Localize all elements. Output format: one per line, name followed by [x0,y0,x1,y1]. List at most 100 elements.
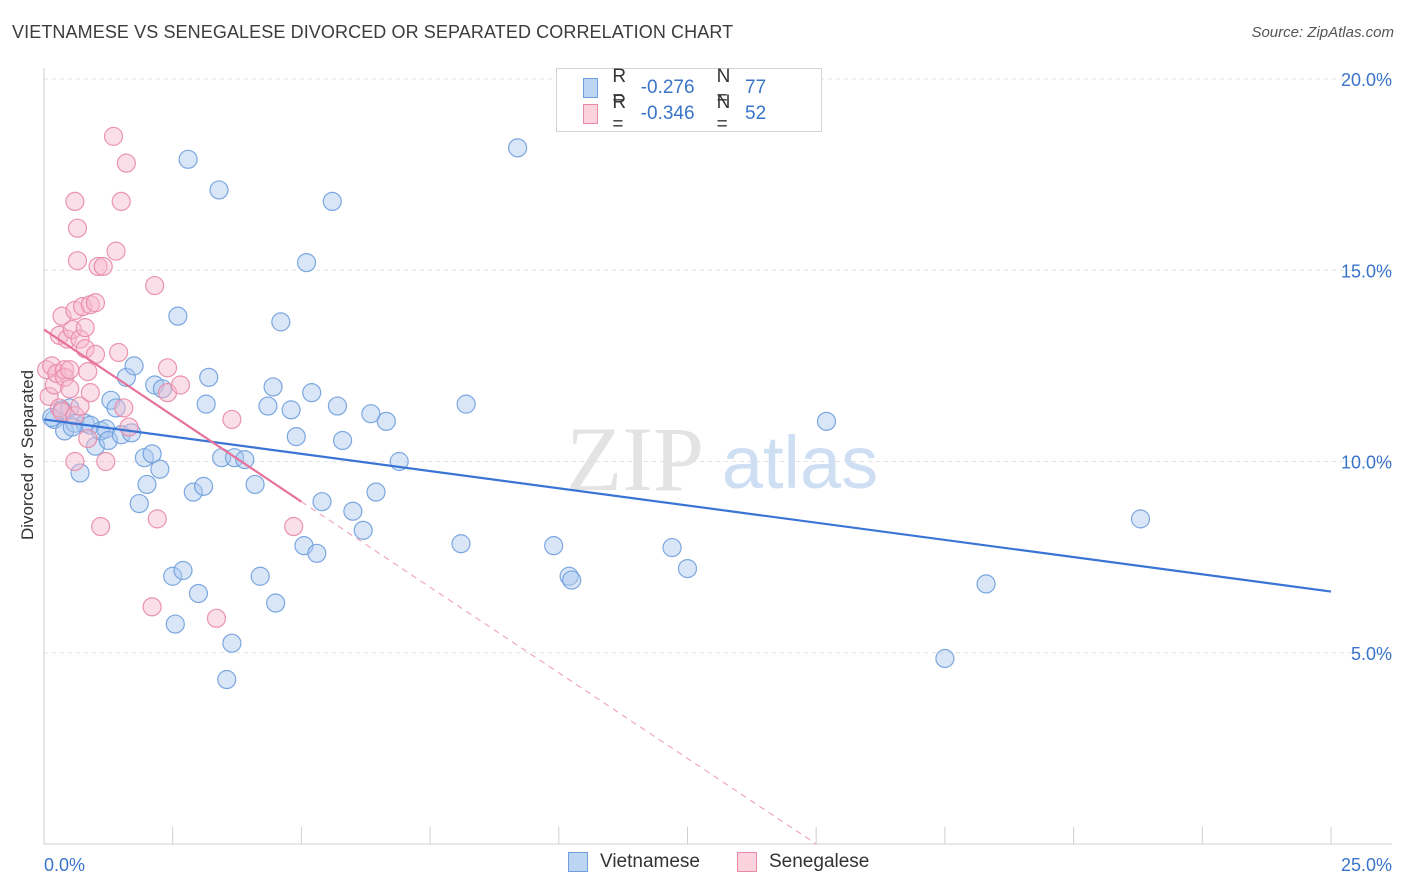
vietnamese-point [258,396,278,416]
senegalese-point [78,428,98,449]
senegalese-point [142,597,162,617]
legend-n-label: N = [716,92,731,135]
legend-r-label: R = [612,66,627,109]
source-label: Source: ZipAtlas.com [1251,24,1394,41]
watermark-atlas: atlas [722,421,878,504]
vietnamese-point [188,583,209,604]
senegalese-point [73,296,93,317]
senegalese-point [93,256,113,277]
senegalese-point [147,509,167,529]
legend-n-value: 77 [745,77,767,98]
senegalese-point [103,126,124,146]
vietnamese-point [302,383,322,403]
vietnamese-point [816,411,837,431]
senegalese-trend-line [43,328,303,503]
legend-label-senegalese: Senegalese [769,851,870,872]
senegalese-point [65,191,85,211]
vietnamese-point [124,356,144,376]
vietnamese-point [296,253,317,273]
vietnamese-trend-line [43,418,1332,593]
senegalese-point [106,241,126,261]
senegalese-point [145,275,165,296]
trend-lines [43,328,1332,845]
senegalese-point [157,358,178,378]
vietnamese-point [183,482,203,502]
vietnamese-point [332,430,353,451]
vietnamese-point [165,614,185,634]
y-axis-label: Divorced or Separated [18,370,37,540]
senegalese-point [60,360,80,380]
vietnamese-point [152,379,173,399]
vietnamese-point [137,474,157,495]
senegalese-point [96,451,116,472]
vietnamese-point [508,138,528,158]
vietnamese-point [178,149,198,169]
vietnamese-point [562,570,582,590]
senegalese-point [206,608,227,628]
vietnamese-point [312,492,332,512]
senegalese-point [109,342,129,363]
correlation-legend: R = -0.276 N = 77 R = -0.346 N = 52 [556,66,822,135]
senegalese-point [222,409,242,430]
senegalese-point [67,218,88,238]
senegalese-point [284,516,304,537]
senegalese-point [70,329,90,349]
vietnamese-point [106,398,126,418]
vietnamese-point [129,493,149,514]
vietnamese-point [456,394,476,414]
legend-item-vietnamese: Vietnamese [568,851,700,873]
vietnamese-point [222,633,242,653]
axes [43,68,1392,845]
vietnamese-point [1130,509,1151,529]
senegalese-point [119,417,139,437]
senegalese-point [85,293,106,313]
vietnamese-point [451,534,471,554]
vietnamese-point [361,404,381,424]
vietnamese-point [263,377,283,397]
vietnamese-point [281,400,301,420]
senegalese-point [65,451,85,472]
vietnamese-point [217,669,237,690]
y-tick-label: 20.0% [1341,70,1392,90]
x-tick-label-min: 0.0% [44,855,85,875]
watermark-zip: ZIP [566,408,704,510]
legend-swatch-vietnamese [583,78,599,98]
senegalese-point [75,318,95,338]
vietnamese-point [150,459,170,479]
senegalese-point [88,256,108,277]
senegalese-point [70,396,90,416]
legend-label-vietnamese: Vietnamese [600,851,700,872]
vietnamese-point [327,396,348,416]
legend-n-value: 52 [745,103,767,124]
vietnamese-point [343,501,363,521]
senegalese-point [170,375,191,395]
vietnamese-point [286,427,306,447]
vietnamese-point [168,306,188,326]
vietnamese-point [976,574,996,594]
legend-r-value: -0.346 [640,103,695,124]
y-tick-labels: 5.0% 10.0% 15.0% 20.0% [1341,70,1392,664]
vietnamese-point [209,180,229,200]
vietnamese-point [662,537,682,558]
legend-swatch-senegalese [583,104,599,124]
legend-row-vietnamese: R = -0.276 N = 77 [583,66,821,109]
vietnamese-point [163,566,183,586]
senegalese-trend-extension [301,501,817,845]
senegalese-point [114,398,134,418]
senegalese-point [67,251,88,271]
y-tick-label: 15.0% [1341,261,1392,281]
legend-item-senegalese: Senegalese [737,851,869,873]
vietnamese-point [307,543,327,563]
vietnamese-point [235,449,255,470]
vietnamese-point [376,411,396,431]
legend-swatch-vietnamese [568,852,588,872]
senegalese-point [91,516,111,537]
vietnamese-point [677,558,698,579]
vietnamese-point [544,536,564,556]
series-senegalese [36,126,304,628]
vietnamese-point [142,444,162,464]
senegalese-point [78,362,98,382]
senegalese-point [44,375,64,395]
legend-r-label: R = [612,92,627,135]
